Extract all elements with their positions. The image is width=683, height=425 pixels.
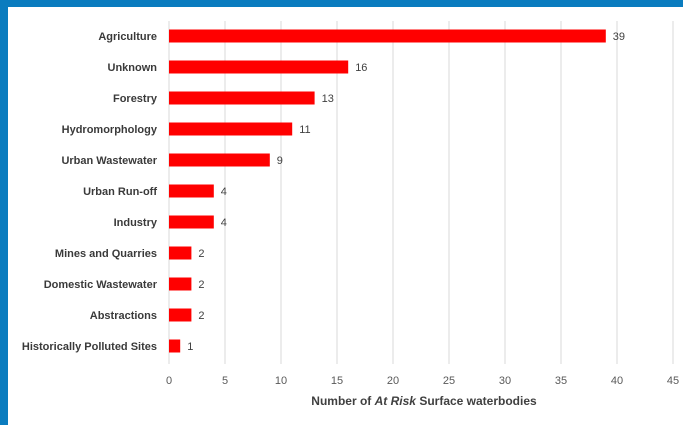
data-label: 2 <box>198 248 204 260</box>
category-label: Industry <box>114 217 158 229</box>
x-tick-label: 25 <box>443 375 455 387</box>
x-tick-label: 10 <box>275 375 287 387</box>
category-labels: Agriculture Unknown Forestry Hydromorpholog… <box>22 31 158 353</box>
category-label: Hydromorphology <box>62 124 158 136</box>
x-tick-label: 0 <box>166 375 172 387</box>
data-labels: 39 16 13 11 9 4 4 2 2 2 1 <box>187 31 625 353</box>
bar <box>169 277 192 291</box>
category-label: Agriculture <box>98 31 157 43</box>
bar <box>169 215 214 229</box>
category-label: Historically Polluted Sites <box>22 341 157 353</box>
x-axis-title-part: Surface waterbodies <box>416 394 537 408</box>
bar-chart: Agriculture Unknown Forestry Hydromorpholog… <box>22 21 679 408</box>
bar <box>169 91 315 105</box>
data-label: 4 <box>221 217 227 229</box>
x-tick-labels: 0 5 10 15 20 25 30 35 40 45 <box>166 375 679 387</box>
x-tick-label: 40 <box>611 375 623 387</box>
x-axis-title: Number of At Risk Surface waterbodies <box>311 394 537 408</box>
data-label: 2 <box>198 279 204 291</box>
bar <box>169 184 214 198</box>
bar <box>169 308 192 322</box>
chart-frame: Agriculture Unknown Forestry Hydromorpholog… <box>8 7 683 425</box>
category-label: Urban Run-off <box>83 186 157 198</box>
x-axis-title-part: At Risk <box>374 394 418 408</box>
data-label: 2 <box>198 310 204 322</box>
category-label: Forestry <box>113 93 158 105</box>
bar <box>169 339 181 353</box>
data-label: 11 <box>299 124 310 136</box>
x-tick-label: 15 <box>331 375 343 387</box>
category-label: Domestic Wastewater <box>44 279 158 291</box>
bar <box>169 153 270 167</box>
x-tick-label: 20 <box>387 375 399 387</box>
x-axis-title-part: Number of <box>311 394 374 408</box>
category-label: Urban Wastewater <box>61 155 157 167</box>
gridlines <box>168 21 674 364</box>
data-label: 16 <box>355 62 367 74</box>
bar <box>169 246 192 260</box>
bar <box>169 122 293 136</box>
category-label: Abstractions <box>90 310 157 322</box>
category-label: Unknown <box>108 62 158 74</box>
bar <box>169 29 606 43</box>
bars <box>169 29 606 353</box>
x-tick-label: 35 <box>555 375 567 387</box>
data-label: 1 <box>187 341 193 353</box>
x-tick-label: 45 <box>667 375 679 387</box>
data-label: 13 <box>322 93 334 105</box>
x-tick-label: 30 <box>499 375 511 387</box>
bar <box>169 60 349 74</box>
x-tick-label: 5 <box>222 375 228 387</box>
category-label: Mines and Quarries <box>55 248 157 260</box>
data-label: 9 <box>277 155 283 167</box>
data-label: 4 <box>221 186 227 198</box>
data-label: 39 <box>613 31 625 43</box>
